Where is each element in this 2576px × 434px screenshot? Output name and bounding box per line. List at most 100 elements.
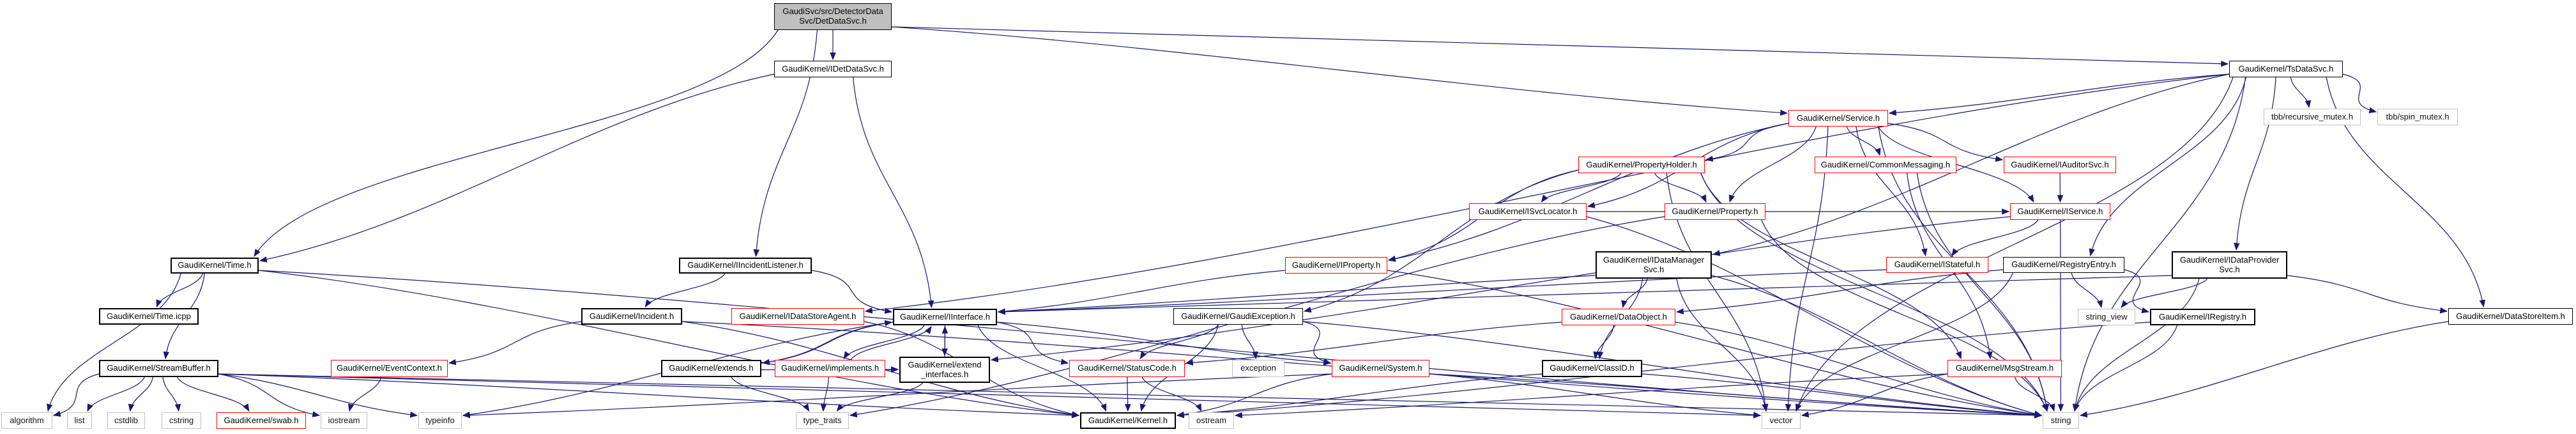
graph-node-implements[interactable]: GaudiKernel/implements.h — [775, 360, 885, 377]
graph-node-iservice[interactable]: GaudiKernel/IService.h — [2010, 203, 2110, 220]
node-label: vector — [1769, 415, 1793, 425]
graph-node-iostream: iostream — [321, 412, 367, 429]
include-edge-root-to-TsDataSvc — [891, 26, 2229, 67]
include-edge-IInterface-to-System — [996, 322, 1332, 366]
graph-node-classid[interactable]: GaudiKernel/ClassID.h — [1542, 360, 1642, 377]
include-edge-StreamBuffer-to-typeinfo — [218, 373, 418, 418]
node-label: list — [74, 415, 85, 425]
include-edge-IDataProviderSvc-to-IInterface — [997, 275, 2172, 315]
include-edge-MsgStream-to-vector — [1801, 373, 1948, 418]
node-label: iostream — [328, 415, 360, 425]
node-label: GaudiKernel/IStateful.h — [1894, 260, 1981, 270]
graph-node-vector: vector — [1762, 412, 1801, 429]
graph-node-propertyholder[interactable]: GaudiKernel/PropertyHolder.h — [1578, 157, 1705, 173]
graph-node-property[interactable]: GaudiKernel/Property.h — [1665, 203, 1765, 220]
graph-node-cstring: cstring — [162, 412, 201, 429]
graph-node-eventcontext[interactable]: GaudiKernel/EventContext.h — [331, 360, 448, 377]
graph-node-idatastoreagent[interactable]: GaudiKernel/IDataStoreAgent.h — [731, 308, 864, 325]
graph-node-extends[interactable]: GaudiKernel/extends.h — [661, 360, 761, 377]
graph-node-gaudiexception[interactable]: GaudiKernel/GaudiException.h — [1173, 308, 1303, 325]
node-label: GaudiKernel/extend — [908, 359, 982, 369]
include-edge-Service-to-Property — [1728, 126, 1817, 203]
graph-node-datastoreitem[interactable]: GaudiKernel/DataStoreItem.h — [2448, 308, 2573, 325]
graph-node-string-view: string_view — [2078, 309, 2135, 325]
include-edge-System-to-Kernel — [1176, 373, 1332, 418]
graph-node-system[interactable]: GaudiKernel/System.h — [1332, 360, 1429, 377]
include-edge-IRegistry-to-Kernel — [1176, 322, 2151, 419]
include-edge-StreamBuffer-to-string — [218, 373, 2043, 419]
graph-node-time-icpp[interactable]: GaudiKernel/Time.icpp — [99, 308, 199, 325]
include-edge-implements-to-type_traits — [820, 376, 829, 412]
graph-node-time[interactable]: GaudiKernel/Time.h — [171, 258, 259, 274]
include-edge-extends-to-type_traits — [731, 376, 810, 412]
include-edge-MsgStream-to-ostream — [1234, 373, 1948, 419]
graph-node-recursive-mutex: tbb/recursive_mutex.h — [2264, 109, 2361, 125]
graph-node-iauditorsvc[interactable]: GaudiKernel/IAuditorSvc.h — [2004, 157, 2116, 173]
include-edge-IDataProviderSvc-to-DataStoreItem — [2287, 275, 2448, 314]
node-label: GaudiKernel/EventContext.h — [337, 363, 442, 373]
graph-node-istateful[interactable]: GaudiKernel/IStateful.h — [1886, 257, 1988, 273]
include-edge-MsgStream-to-string — [2014, 376, 2055, 412]
include-edge-IIncidentListener-to-Incident — [644, 273, 726, 308]
node-label: GaudiKernel/GaudiException.h — [1181, 311, 1295, 321]
include-edge-TsDataSvc-to-IDataStoreAgent — [864, 74, 2230, 314]
graph-node-swab[interactable]: GaudiKernel/swab.h — [217, 412, 306, 429]
node-label: cstdlib — [114, 415, 138, 425]
graph-node-dataobject[interactable]: GaudiKernel/DataObject.h — [1562, 309, 1675, 325]
graph-node-msgstream[interactable]: GaudiKernel/MsgStream.h — [1947, 360, 2062, 377]
graph-node-idataprovidersvc[interactable]: GaudiKernel/IDataProvider Svc.h — [2172, 251, 2287, 279]
include-edge-RegistryEntry-to-string_view — [2071, 272, 2103, 309]
node-label: GaudiKernel/Time.icpp — [107, 311, 191, 321]
graph-node-idatamanagersvc[interactable]: GaudiKernel/IDataManager Svc.h — [1596, 251, 1712, 279]
include-edge-DataObject-to-string — [1675, 322, 2043, 418]
graph-node-idetdatasvc[interactable]: GaudiKernel/IDetDataSvc.h — [774, 61, 892, 77]
graph-node-isvclocator[interactable]: GaudiKernel/ISvcLocator.h — [1469, 203, 1587, 220]
include-edge-IInterface-to-StatusCode — [996, 322, 1069, 365]
node-label: GaudiKernel/extends.h — [669, 363, 754, 373]
graph-node-iregistry[interactable]: GaudiKernel/IRegistry.h — [2150, 309, 2255, 325]
node-label: type_traits — [803, 415, 842, 425]
node-label: GaudiKernel/IRegistry.h — [2158, 311, 2247, 322]
include-edge-GaudiException-to-string — [1302, 321, 2043, 418]
include-edge-Service-to-IProperty — [1387, 123, 1789, 262]
node-label: GaudiKernel/StatusCode.h — [1078, 363, 1177, 373]
graph-node-iincidentlistener[interactable]: GaudiKernel/IIncidentListener.h — [679, 258, 812, 274]
graph-node-iinterface[interactable]: GaudiKernel/IInterface.h — [893, 309, 997, 325]
graph-node-incident[interactable]: GaudiKernel/Incident.h — [581, 308, 682, 325]
include-edge-RegistryEntry-to-DataObject — [1675, 269, 2004, 314]
graph-node-commonmessaging[interactable]: GaudiKernel/CommonMessaging.h — [1815, 157, 1956, 173]
include-edge-IDataProviderSvc-to-string_view — [2121, 278, 2208, 308]
include-edge-IDetDataSvc-to-Time — [259, 74, 775, 263]
node-label: GaudiKernel/IDetDataSvc.h — [782, 63, 884, 74]
graph-node-service[interactable]: GaudiKernel/Service.h — [1788, 110, 1888, 127]
node-label: GaudiKernel/CommonMessaging.h — [1820, 159, 1951, 169]
include-edge-DataObject-to-StatusCode — [1185, 322, 1562, 366]
node-label: cstring — [169, 415, 194, 425]
include-edge-Time-to-Time_icpp — [156, 273, 204, 308]
include-edge-StreamBuffer-to-swab — [176, 376, 250, 412]
graph-node-type-traits: type_traits — [796, 412, 849, 429]
graph-node-algorithm: algorithm — [1, 412, 52, 429]
node-label: GaudiKernel/RegistryEntry.h — [2011, 260, 2116, 270]
graph-node-statuscode[interactable]: GaudiKernel/StatusCode.h — [1069, 360, 1185, 377]
include-edge-TsDataSvc-to-Service — [1888, 74, 2230, 116]
include-edge-Service-to-CommonMessaging — [1846, 126, 1881, 157]
node-label: GaudiKernel/IDataManager — [1603, 254, 1705, 265]
node-label: ostream — [1196, 415, 1226, 425]
node-label: GaudiKernel/Kernel.h — [1088, 415, 1168, 425]
graph-node-streambuffer[interactable]: GaudiKernel/StreamBuffer.h — [99, 360, 218, 377]
graph-node-iproperty[interactable]: GaudiKernel/IProperty.h — [1285, 257, 1387, 274]
node-label: _interfaces.h — [920, 369, 969, 379]
include-edge-IDataManagerSvc-to-DataObject — [1621, 278, 1648, 309]
include-edge-ClassID-to-Kernel — [1176, 373, 1543, 418]
graph-node-tsdatasvc[interactable]: GaudiKernel/TsDataSvc.h — [2229, 61, 2343, 77]
node-label: GaudiKernel/System.h — [1339, 363, 1422, 373]
graph-node-kernel[interactable]: GaudiKernel/Kernel.h — [1080, 412, 1176, 429]
include-edge-Incident-to-EventContext — [448, 321, 582, 366]
include-edge-StreamBuffer-to-list — [87, 376, 145, 412]
include-edge-Time-to-algorithm — [47, 273, 181, 412]
graph-node-registryentry[interactable]: GaudiKernel/RegistryEntry.h — [2003, 257, 2124, 273]
graph-node-list: list — [67, 412, 92, 429]
graph-node-extend-interfaces[interactable]: GaudiKernel/extend _interfaces.h — [899, 357, 990, 383]
